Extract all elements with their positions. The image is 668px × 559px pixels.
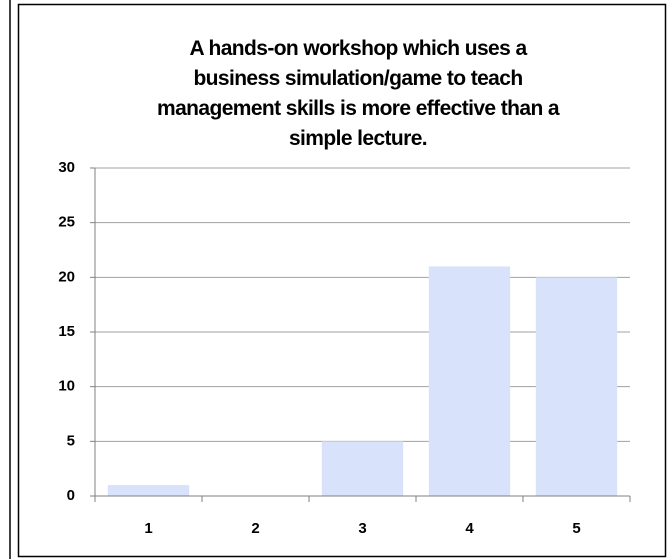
y-tick-label: 25	[58, 214, 75, 231]
y-tick-label: 0	[67, 487, 75, 504]
chart-title: A hands-on workshop which uses a busines…	[157, 37, 560, 150]
x-tick-label: 3	[358, 520, 366, 537]
y-tick-label: 30	[58, 159, 75, 176]
x-tick-label: 2	[251, 520, 259, 537]
bar	[107, 485, 190, 496]
bar	[428, 266, 511, 496]
bar	[321, 441, 404, 496]
x-tick-label: 4	[465, 520, 474, 537]
y-tick-label: 15	[58, 323, 75, 340]
y-tick-label: 5	[67, 432, 75, 449]
chart-border	[17, 3, 667, 558]
y-tick-label: 10	[58, 378, 75, 395]
bar	[535, 277, 618, 496]
x-tick-label: 1	[144, 520, 152, 537]
y-tick-label: 20	[58, 268, 75, 285]
x-tick-label: 5	[572, 520, 580, 537]
